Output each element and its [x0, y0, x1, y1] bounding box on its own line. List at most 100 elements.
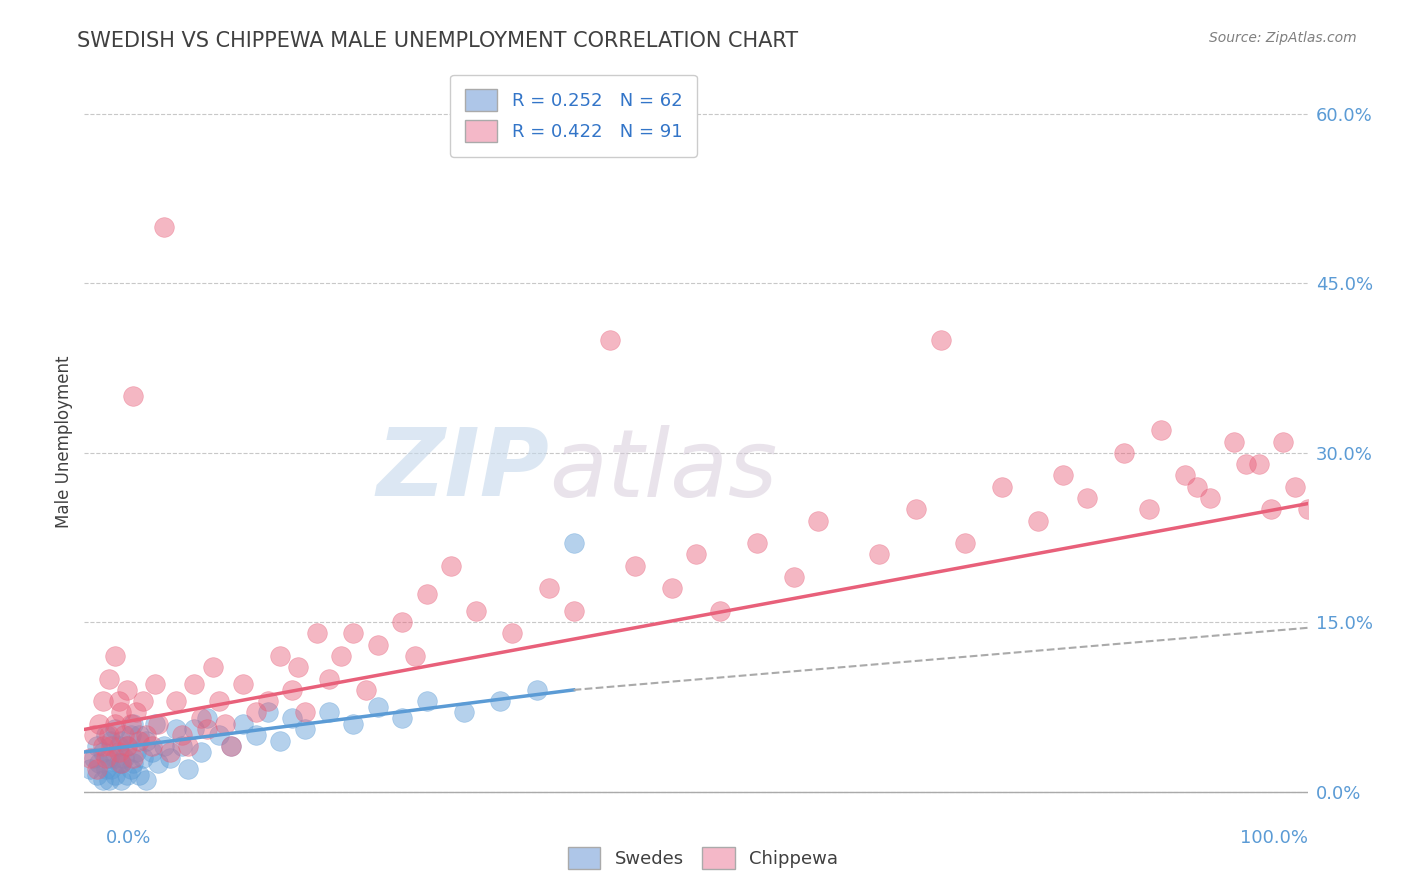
Point: [91, 739, 114, 754]
Point: [195, 723, 218, 737]
Point: [153, 739, 176, 754]
Text: atlas: atlas: [550, 425, 778, 516]
Point: [1076, 491, 1098, 505]
Point: [177, 739, 200, 754]
Point: [104, 648, 127, 663]
Point: [172, 728, 194, 742]
Point: [624, 558, 647, 573]
Point: [91, 745, 114, 759]
Point: [599, 333, 621, 347]
Point: [869, 548, 891, 562]
Point: [1272, 434, 1295, 449]
Point: [91, 773, 114, 788]
Point: [100, 739, 122, 754]
Point: [122, 756, 145, 771]
Point: [128, 728, 150, 742]
Point: [416, 587, 439, 601]
Point: [783, 570, 806, 584]
Point: [91, 694, 114, 708]
Point: [367, 638, 389, 652]
Point: [143, 716, 166, 731]
Point: [115, 767, 138, 781]
Point: [120, 762, 142, 776]
Point: [1137, 502, 1160, 516]
Point: [195, 711, 218, 725]
Y-axis label: Male Unemployment: Male Unemployment: [55, 355, 73, 528]
Point: [165, 723, 187, 737]
Point: [86, 739, 108, 754]
Point: [110, 773, 132, 788]
Point: [104, 767, 127, 781]
Point: [257, 706, 280, 720]
Point: [214, 716, 236, 731]
Text: Source: ZipAtlas.com: Source: ZipAtlas.com: [1209, 31, 1357, 45]
Point: [120, 728, 142, 742]
Point: [305, 626, 328, 640]
Point: [115, 739, 138, 754]
Point: [83, 728, 105, 742]
Point: [269, 733, 291, 747]
Point: [128, 767, 150, 781]
Point: [1052, 468, 1074, 483]
Point: [107, 745, 129, 759]
Point: [464, 604, 486, 618]
Point: [122, 389, 145, 403]
Point: [125, 745, 148, 759]
Point: [87, 756, 110, 771]
Point: [110, 733, 132, 747]
Point: [953, 536, 976, 550]
Text: 0.0%: 0.0%: [105, 829, 150, 847]
Point: [104, 750, 127, 764]
Text: ZIP: ZIP: [377, 425, 550, 516]
Point: [1236, 457, 1258, 471]
Point: [905, 502, 928, 516]
Point: [128, 733, 150, 747]
Point: [125, 706, 148, 720]
Point: [1260, 502, 1282, 516]
Point: [97, 750, 120, 764]
Point: [107, 694, 129, 708]
Point: [416, 694, 439, 708]
Point: [1198, 491, 1220, 505]
Point: [1114, 446, 1136, 460]
Point: [135, 773, 157, 788]
Point: [183, 677, 205, 691]
Point: [342, 626, 364, 640]
Point: [685, 548, 707, 562]
Point: [257, 694, 280, 708]
Point: [232, 677, 254, 691]
Point: [709, 604, 731, 618]
Point: [354, 682, 377, 697]
Point: [165, 694, 187, 708]
Point: [132, 750, 155, 764]
Point: [208, 694, 231, 708]
Point: [135, 728, 157, 742]
Point: [100, 733, 122, 747]
Point: [232, 716, 254, 731]
Legend: R = 0.252   N = 62, R = 0.422   N = 91: R = 0.252 N = 62, R = 0.422 N = 91: [450, 75, 697, 157]
Point: [1247, 457, 1270, 471]
Point: [132, 694, 155, 708]
Point: [245, 706, 267, 720]
Point: [146, 716, 169, 731]
Point: [661, 582, 683, 596]
Point: [245, 728, 267, 742]
Point: [110, 756, 132, 771]
Point: [100, 762, 122, 776]
Text: SWEDISH VS CHIPPEWA MALE UNEMPLOYMENT CORRELATION CHART: SWEDISH VS CHIPPEWA MALE UNEMPLOYMENT CO…: [77, 31, 799, 51]
Point: [219, 739, 242, 754]
Point: [153, 220, 176, 235]
Point: [391, 615, 413, 630]
Point: [201, 660, 224, 674]
Point: [135, 733, 157, 747]
Point: [86, 767, 108, 781]
Point: [122, 716, 145, 731]
Point: [96, 728, 118, 742]
Point: [107, 739, 129, 754]
Point: [122, 750, 145, 764]
Point: [110, 756, 132, 771]
Point: [1223, 434, 1246, 449]
Point: [1150, 423, 1173, 437]
Point: [391, 711, 413, 725]
Point: [141, 739, 163, 754]
